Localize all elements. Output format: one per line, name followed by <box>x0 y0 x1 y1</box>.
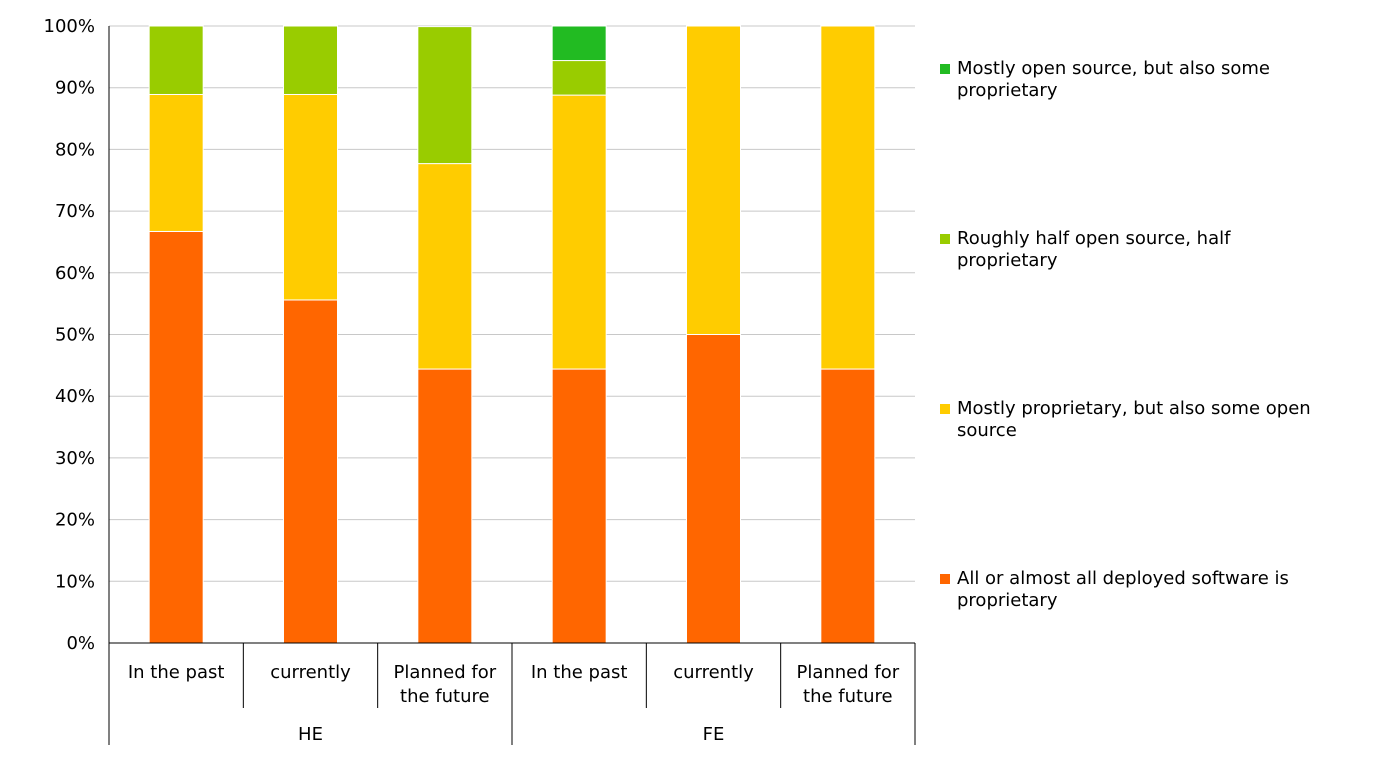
x-category-label: currently <box>270 662 351 683</box>
x-category-label: the future <box>803 686 893 707</box>
bar-segment <box>686 25 741 335</box>
bar-segment <box>148 93 204 232</box>
legend-label: Roughly half open source, half proprietar… <box>957 228 1231 271</box>
y-tick-label: 90% <box>55 78 95 99</box>
y-tick-label: 10% <box>55 571 95 592</box>
legend-swatch <box>940 64 950 74</box>
x-category-label: In the past <box>531 662 628 683</box>
x-group-label: HE <box>298 724 323 745</box>
legend-label: Mostly open source, but also some proprie… <box>957 58 1270 101</box>
bar-segment <box>820 25 876 370</box>
bar-segment <box>148 230 204 644</box>
y-tick-label: 40% <box>55 386 95 407</box>
legend-item: All or almost all deployed software is pr… <box>940 568 1370 612</box>
y-tick-label: 20% <box>55 510 95 531</box>
bar-segment <box>283 25 338 95</box>
x-category-label: In the past <box>128 662 225 683</box>
bar-segment <box>417 26 473 165</box>
legend-item: Mostly open source, but also some proprie… <box>940 58 1370 102</box>
legend-swatch <box>940 404 950 414</box>
bar-segment <box>283 93 338 301</box>
x-category-label: Planned for <box>796 662 899 683</box>
legend-swatch <box>940 234 950 244</box>
x-category-label: the future <box>400 686 490 707</box>
bar-segment <box>820 368 876 644</box>
bar-segment <box>148 25 204 95</box>
bar-segment <box>551 368 607 644</box>
y-tick-label: 70% <box>55 201 95 222</box>
y-tick-label: 0% <box>66 633 95 654</box>
y-tick-label: 100% <box>44 16 95 37</box>
legend-label: Mostly proprietary, but also some open so… <box>957 398 1311 441</box>
bar-segment <box>551 25 607 62</box>
bar-segment <box>686 334 741 644</box>
bar-segment <box>551 94 607 370</box>
legend-item: Mostly proprietary, but also some open so… <box>940 398 1370 442</box>
legend-label: All or almost all deployed software is pr… <box>957 568 1289 611</box>
bar-segment <box>551 60 607 96</box>
bar-segment <box>417 368 473 644</box>
x-group-label: FE <box>703 724 725 745</box>
x-category-label: currently <box>673 662 754 683</box>
y-tick-label: 80% <box>55 139 95 160</box>
y-tick-label: 30% <box>55 448 95 469</box>
y-tick-label: 60% <box>55 263 95 284</box>
bar-segment <box>283 299 338 644</box>
x-category-label: Planned for <box>393 662 496 683</box>
y-tick-label: 50% <box>55 325 95 346</box>
bar-segment <box>417 163 473 370</box>
legend-swatch <box>940 574 950 584</box>
legend-item: Roughly half open source, half proprietar… <box>940 228 1370 272</box>
